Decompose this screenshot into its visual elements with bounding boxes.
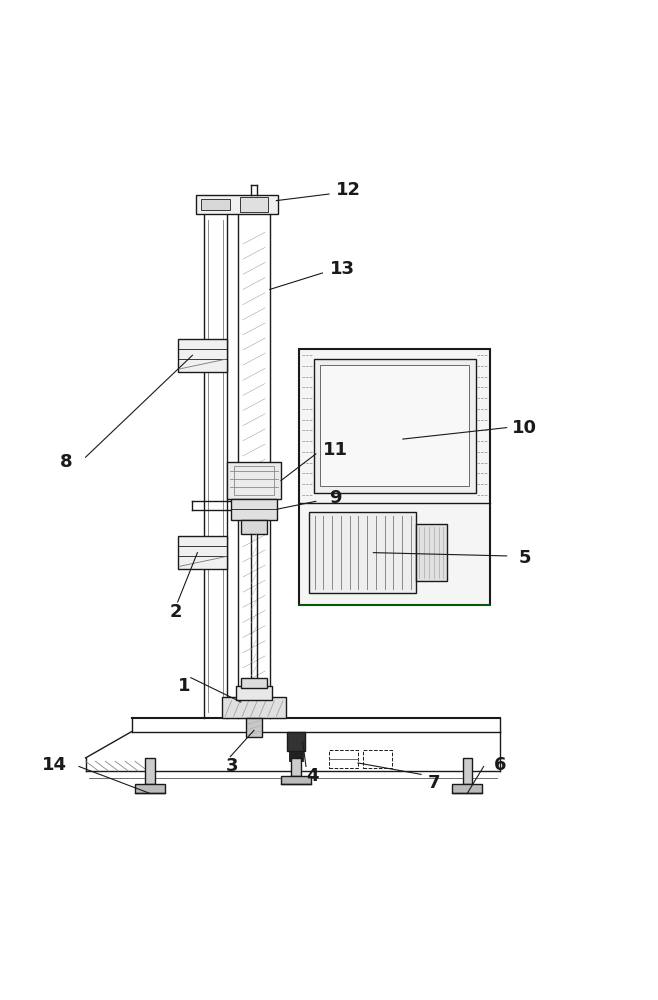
Bar [329, 750, 358, 768]
Bar [289, 751, 303, 761]
Text: 9: 9 [330, 489, 342, 507]
Bar [227, 462, 281, 499]
Bar [231, 499, 277, 520]
Bar [453, 784, 482, 793]
Text: 13: 13 [330, 260, 355, 278]
Bar [314, 359, 476, 493]
Bar [241, 520, 267, 534]
Bar [222, 697, 286, 718]
Bar [145, 758, 155, 784]
Text: 4: 4 [307, 767, 318, 785]
Bar [416, 524, 447, 581]
Text: 5: 5 [519, 549, 530, 567]
Text: 6: 6 [494, 756, 506, 774]
Bar [309, 512, 416, 593]
Bar [299, 349, 490, 605]
Bar [291, 758, 301, 776]
Bar [246, 718, 262, 737]
Bar [201, 199, 230, 210]
Bar [234, 466, 274, 495]
Text: 3: 3 [226, 757, 238, 775]
Bar [236, 686, 272, 700]
Bar [178, 339, 227, 372]
Text: 10: 10 [512, 419, 537, 437]
Text: 1: 1 [178, 677, 190, 695]
Text: 2: 2 [170, 603, 182, 621]
Text: 14: 14 [41, 756, 66, 774]
Bar [196, 195, 278, 214]
Bar [363, 750, 392, 768]
Bar [282, 776, 311, 784]
Bar [178, 536, 227, 569]
Text: 7: 7 [428, 774, 440, 792]
Bar [136, 784, 164, 793]
Bar [287, 732, 305, 751]
Text: 12: 12 [336, 181, 361, 199]
Bar [241, 678, 267, 688]
Text: 8: 8 [59, 453, 72, 471]
Bar [463, 758, 472, 784]
Bar [320, 365, 469, 486]
Text: 11: 11 [323, 441, 348, 459]
Bar [240, 197, 268, 212]
